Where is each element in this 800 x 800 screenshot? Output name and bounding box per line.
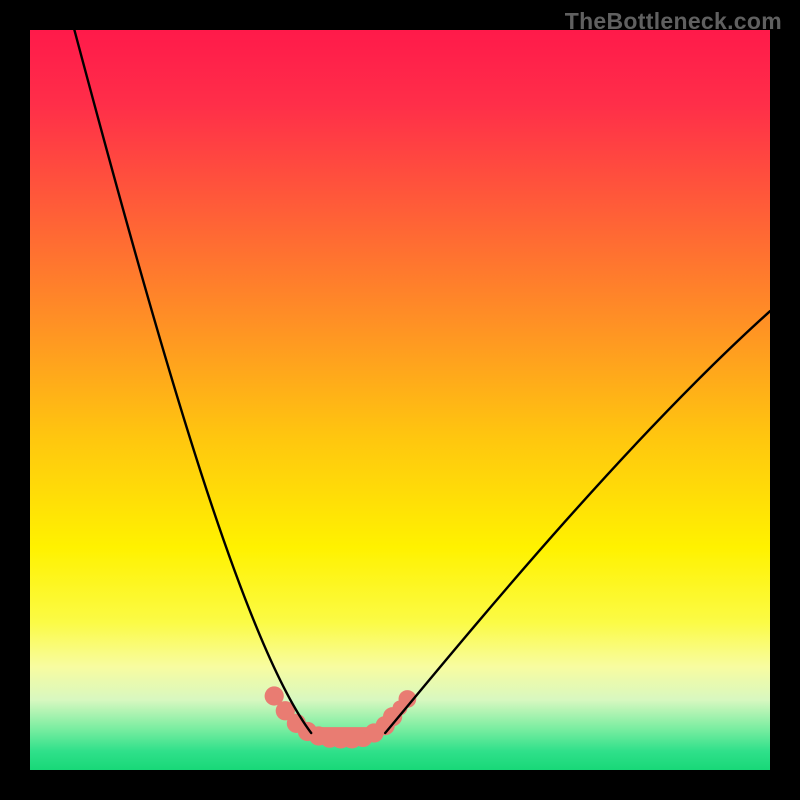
chart-svg [30,30,770,770]
watermark-text: TheBottleneck.com [565,8,782,35]
chart-frame: { "watermark": { "text": "TheBottleneck.… [0,0,800,800]
plot-area [30,30,770,770]
curve-left [74,30,311,733]
curve-right [385,311,770,733]
